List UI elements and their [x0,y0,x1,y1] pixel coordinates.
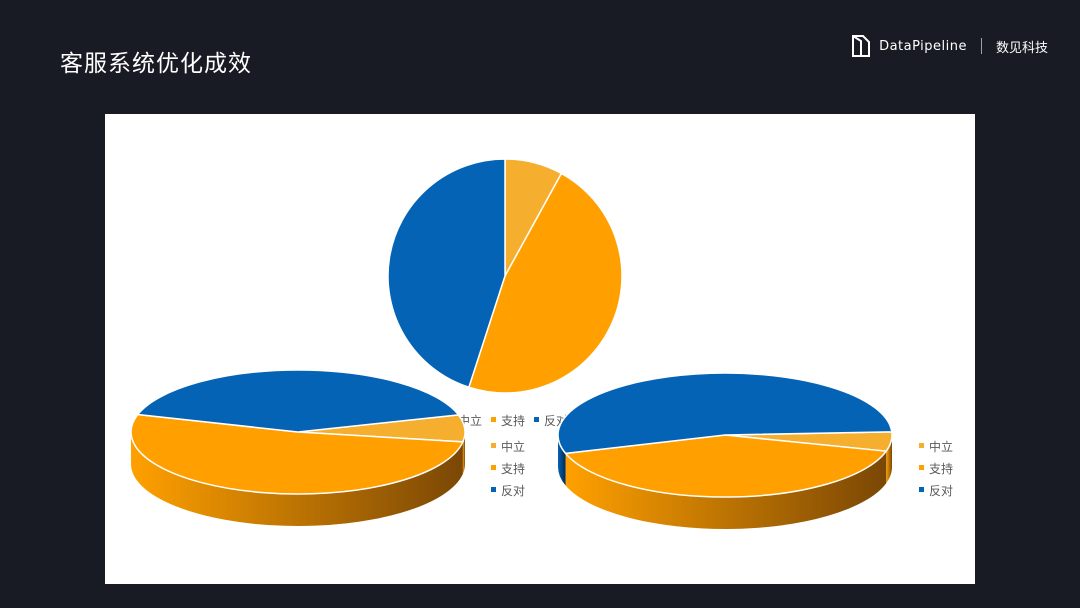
pie-side-中立 [886,435,892,484]
pie-slice-反对 [557,372,893,455]
chart-panel: 中立 支持 反对 中立 支持 反对 中立 支持 反对 [105,114,975,584]
legend-swatch [491,487,496,492]
pie-chart-1: 中立 支持 反对 [387,158,623,428]
pie-slice-支持 [564,434,888,498]
legend-swatch [919,487,924,492]
legend-item-支持: 支持 [919,461,953,476]
datapipeline-logo-icon [852,35,871,57]
slide-title: 客服系统优化成效 [60,51,252,77]
pie-slice-支持 [467,172,623,394]
legend-swatch [491,443,496,448]
legend-label: 反对 [501,484,525,498]
brand-name: DataPipeline [879,38,967,54]
legend-item-支持: 支持 [491,413,525,428]
pie-side-支持 [565,451,887,529]
pie-side-支持 [131,432,463,527]
pie-slice-反对 [387,158,506,389]
legend-label: 反对 [929,484,953,498]
legend-swatch [491,417,496,422]
legend-swatch [534,417,539,422]
brand-logo: DataPipeline 数见科技 [851,34,1048,58]
pie-slice-反对 [136,369,460,433]
legend-item-中立: 中立 [919,439,953,454]
pie-slice-支持 [130,413,464,495]
legend-label: 支持 [501,461,525,476]
legend-label: 支持 [501,413,525,428]
legend-label: 支持 [929,461,953,476]
legend-item-反对: 反对 [919,484,953,498]
legend-label: 中立 [501,439,525,454]
pie-side-反对 [558,435,566,486]
brand-divider [980,38,982,54]
legend-swatch [919,443,924,448]
legend-item-支持: 支持 [491,461,525,476]
brand-chinese-name: 数见科技 [995,40,1048,56]
legend-label: 中立 [929,439,953,454]
legend-item-中立: 中立 [491,439,525,454]
legend-swatch [919,465,924,470]
legend-item-反对: 反对 [491,484,525,498]
legend-swatch [491,465,496,470]
